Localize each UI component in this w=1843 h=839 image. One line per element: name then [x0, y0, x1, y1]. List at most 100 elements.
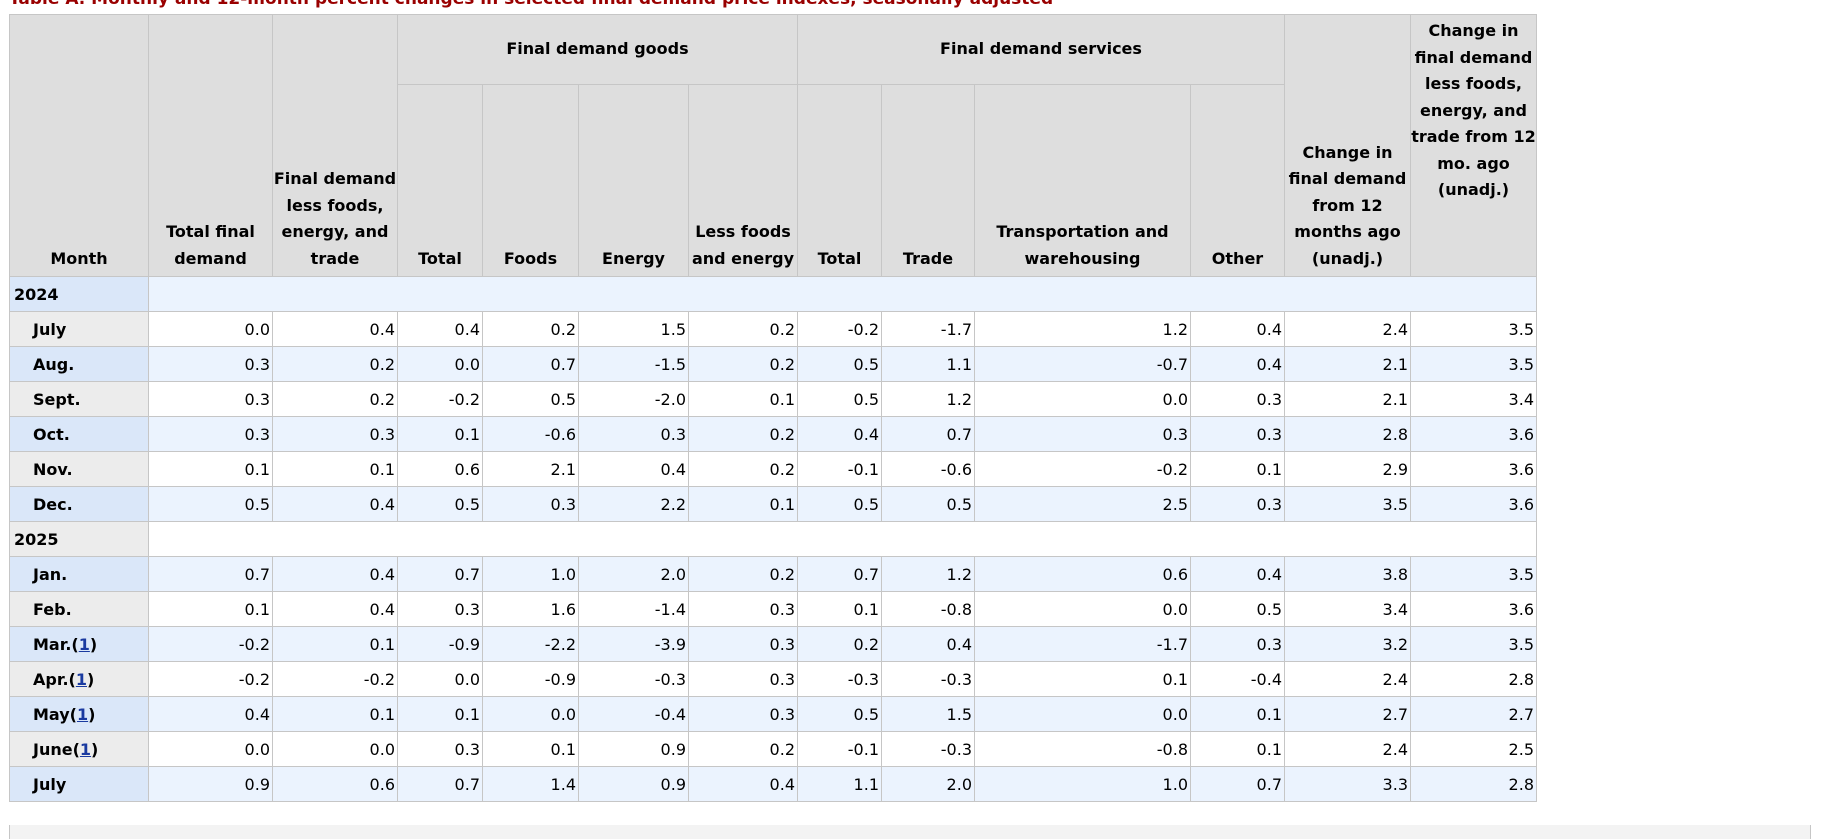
value-cell: -1.7 — [974, 626, 1191, 662]
value-cell: 1.1 — [881, 346, 975, 382]
value-cell: 0.3 — [974, 416, 1191, 452]
value-cell: 0.1 — [974, 661, 1191, 697]
value-cell: 0.0 — [974, 696, 1191, 732]
value-cell: -0.9 — [397, 626, 483, 662]
value-cell: 0.2 — [688, 556, 798, 592]
value-cell: 2.7 — [1284, 696, 1411, 732]
month-label: Aug. — [33, 354, 75, 374]
header-change-less-12mo: Change in final demand less foods, energ… — [1410, 14, 1537, 277]
value-cell: 0.3 — [148, 381, 273, 417]
value-cell: 0.3 — [688, 626, 798, 662]
value-cell: 0.0 — [397, 661, 483, 697]
value-cell: 0.2 — [272, 346, 398, 382]
footnote-link[interactable]: 1 — [79, 739, 92, 759]
value-cell: 2.0 — [881, 766, 975, 802]
value-cell: 0.1 — [397, 696, 483, 732]
table-title: Table A. Monthly and 12-month percent ch… — [9, 0, 1053, 8]
month-label: July — [33, 774, 67, 794]
value-cell: 0.1 — [148, 591, 273, 627]
value-cell: -0.8 — [974, 731, 1191, 767]
value-cell: 0.7 — [482, 346, 579, 382]
value-cell: 0.3 — [482, 486, 579, 522]
value-cell: 2.8 — [1284, 416, 1411, 452]
value-cell: -0.7 — [974, 346, 1191, 382]
table-row: Mar.(1) -0.2 0.1 -0.9 -2.2 -3.9 0.3 0.2 0.4 -1.7 0… — [9, 626, 1537, 662]
value-cell: 2.1 — [1284, 381, 1411, 417]
value-cell: 0.1 — [797, 591, 882, 627]
value-cell: 1.1 — [797, 766, 882, 802]
value-cell: -0.3 — [578, 661, 689, 697]
value-cell: 0.4 — [272, 591, 398, 627]
value-cell: 0.1 — [272, 696, 398, 732]
value-cell: -0.4 — [578, 696, 689, 732]
value-cell: 0.3 — [578, 416, 689, 452]
header-change-12mo: Change in final demand from 12 months ag… — [1284, 14, 1411, 277]
value-cell: 0.0 — [272, 731, 398, 767]
value-cell: 0.9 — [578, 766, 689, 802]
value-cell: 0.9 — [578, 731, 689, 767]
value-cell: 0.6 — [397, 451, 483, 487]
value-cell: -0.1 — [797, 451, 882, 487]
value-cell: 0.4 — [881, 626, 975, 662]
value-cell: 3.4 — [1284, 591, 1411, 627]
value-cell: 0.1 — [482, 731, 579, 767]
table-row: Dec. 0.5 0.4 0.5 0.3 2.2 0.1 0.5 0.5 2.5 0.3 3.5 3.6 — [9, 486, 1537, 522]
header-services-total: Total — [797, 84, 882, 277]
value-cell: -0.2 — [797, 311, 882, 347]
value-cell: 3.2 — [1284, 626, 1411, 662]
value-cell: 0.2 — [688, 451, 798, 487]
value-cell: -0.2 — [148, 661, 273, 697]
month-label: Oct. — [33, 424, 70, 444]
footnote-link[interactable]: 1 — [78, 634, 90, 654]
value-cell: 2.2 — [578, 486, 689, 522]
value-cell: 1.2 — [974, 311, 1191, 347]
value-cell: 0.7 — [881, 416, 975, 452]
value-cell: 3.8 — [1284, 556, 1411, 592]
value-cell: 1.0 — [482, 556, 579, 592]
header-final-demand-less: Final demand less foods, energy, and tra… — [272, 14, 398, 277]
value-cell: 3.6 — [1410, 486, 1537, 522]
month-label: Mar. — [33, 634, 72, 654]
value-cell: 3.6 — [1410, 451, 1537, 487]
value-cell: 0.5 — [482, 381, 579, 417]
header-services-other: Other — [1190, 84, 1285, 277]
value-cell: 2.5 — [974, 486, 1191, 522]
value-cell: 0.4 — [272, 556, 398, 592]
table-row: Apr.(1) -0.2 -0.2 0.0 -0.9 -0.3 0.3 -0.3 -0.3 0.1… — [9, 661, 1537, 697]
month-cell: May(1) — [9, 696, 149, 732]
value-cell: 2.4 — [1284, 311, 1411, 347]
value-cell: -0.3 — [881, 731, 975, 767]
value-cell: -0.1 — [797, 731, 882, 767]
value-cell: 0.1 — [688, 486, 798, 522]
value-cell: -0.6 — [482, 416, 579, 452]
value-cell: 2.4 — [1284, 731, 1411, 767]
value-cell: 2.1 — [1284, 346, 1411, 382]
value-cell: 0.6 — [974, 556, 1191, 592]
value-cell: 0.3 — [397, 591, 483, 627]
value-cell: -0.2 — [974, 451, 1191, 487]
month-cell: Aug. — [9, 346, 149, 382]
value-cell: 3.6 — [1410, 416, 1537, 452]
value-cell: 0.2 — [797, 626, 882, 662]
value-cell: 3.5 — [1410, 556, 1537, 592]
month-cell: July — [9, 311, 149, 347]
value-cell: 0.4 — [148, 696, 273, 732]
value-cell: 1.4 — [482, 766, 579, 802]
month-label: Nov. — [33, 459, 73, 479]
value-cell: 0.7 — [397, 556, 483, 592]
value-cell: 0.7 — [797, 556, 882, 592]
value-cell: 3.5 — [1410, 346, 1537, 382]
value-cell: 0.4 — [272, 311, 398, 347]
value-cell: 0.3 — [688, 661, 798, 697]
footnote-link[interactable]: 1 — [76, 704, 89, 724]
footnote-link[interactable]: 1 — [75, 669, 87, 689]
year-row: 2025 — [9, 521, 1537, 557]
value-cell: 3.5 — [1284, 486, 1411, 522]
value-cell: 0.5 — [881, 486, 975, 522]
value-cell: 1.5 — [578, 311, 689, 347]
value-cell: 3.4 — [1410, 381, 1537, 417]
value-cell: 0.7 — [397, 766, 483, 802]
year-label: 2024 — [9, 276, 149, 312]
value-cell: 0.2 — [688, 346, 798, 382]
value-cell: 0.3 — [688, 591, 798, 627]
